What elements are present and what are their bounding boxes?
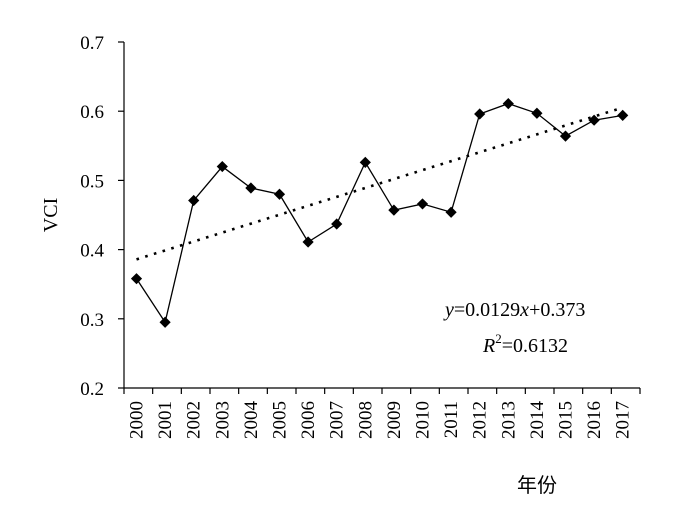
y-ticks: 0.2 0.3 0.4 0.5 0.6 0.7 <box>80 33 124 400</box>
data-point-marker <box>359 156 371 169</box>
data-point-marker <box>159 316 171 328</box>
x-tick-label: 2010 <box>413 401 434 439</box>
data-point-marker <box>273 188 286 200</box>
data-point-marker <box>445 206 457 218</box>
x-tick-label: 2017 <box>613 401 634 439</box>
data-point-marker <box>588 114 600 126</box>
y-tick-label: 0.6 <box>80 102 104 123</box>
x-tick-label: 2011 <box>441 401 462 438</box>
data-point-marker <box>130 273 143 285</box>
x-tick-label: 2014 <box>527 401 548 440</box>
x-tick-label: 2003 <box>212 401 233 439</box>
axes: 0.20.30.40.50.60.7 2000 2001 2002 2003 2004 2… <box>80 33 641 440</box>
r-squared: R2=0.6132 <box>482 331 568 357</box>
data-point-marker <box>474 108 486 120</box>
data-point-marker <box>531 107 543 119</box>
data-point-marker <box>302 236 314 248</box>
series-line <box>135 102 623 324</box>
data-point-marker <box>617 109 629 121</box>
x-tick-label: 2007 <box>327 401 348 439</box>
x-tick-label: 2008 <box>355 401 376 439</box>
data-point-marker <box>188 194 200 207</box>
x-axis-title: 年份 <box>517 474 557 497</box>
series-group <box>130 97 629 328</box>
x-tick-label: 2005 <box>270 401 291 439</box>
data-point-marker <box>559 130 572 142</box>
y-tick-label: 0.2 <box>80 379 104 400</box>
data-point-marker <box>245 182 257 194</box>
trendline <box>136 106 624 261</box>
data-point-marker <box>416 198 429 210</box>
data-point-marker <box>216 160 228 173</box>
x-tick-label: 2000 <box>127 401 148 439</box>
x-tick-label: 2002 <box>184 401 205 439</box>
x-tick-label: 2001 <box>155 401 176 439</box>
x-tick-label: 2015 <box>556 401 577 439</box>
y-tick-label: 0.5 <box>80 171 104 192</box>
trendline-group <box>136 106 624 261</box>
x-ticks: 2000 2001 2002 2003 2004 2005 2006 2007 2008 2009… <box>123 388 641 440</box>
x-tick-label: 2009 <box>384 401 405 439</box>
x-tick-label: 2004 <box>241 401 262 440</box>
x-tick-label: 2013 <box>498 401 519 439</box>
y-tick-label: 0.7 <box>80 33 104 54</box>
x-tick-label: 2016 <box>584 401 605 439</box>
data-point-marker <box>388 204 400 216</box>
y-tick-label: 0.3 <box>80 310 104 331</box>
y-tick-label: 0.4 <box>80 241 104 262</box>
x-tick-label: 2006 <box>298 401 319 439</box>
y-axis-title: VCI <box>40 198 62 232</box>
data-point-marker <box>502 97 514 110</box>
x-tick-label: 2012 <box>470 401 491 439</box>
trend-equation: y=0.0129x+0.373 <box>443 299 585 321</box>
data-point-marker <box>331 218 343 230</box>
